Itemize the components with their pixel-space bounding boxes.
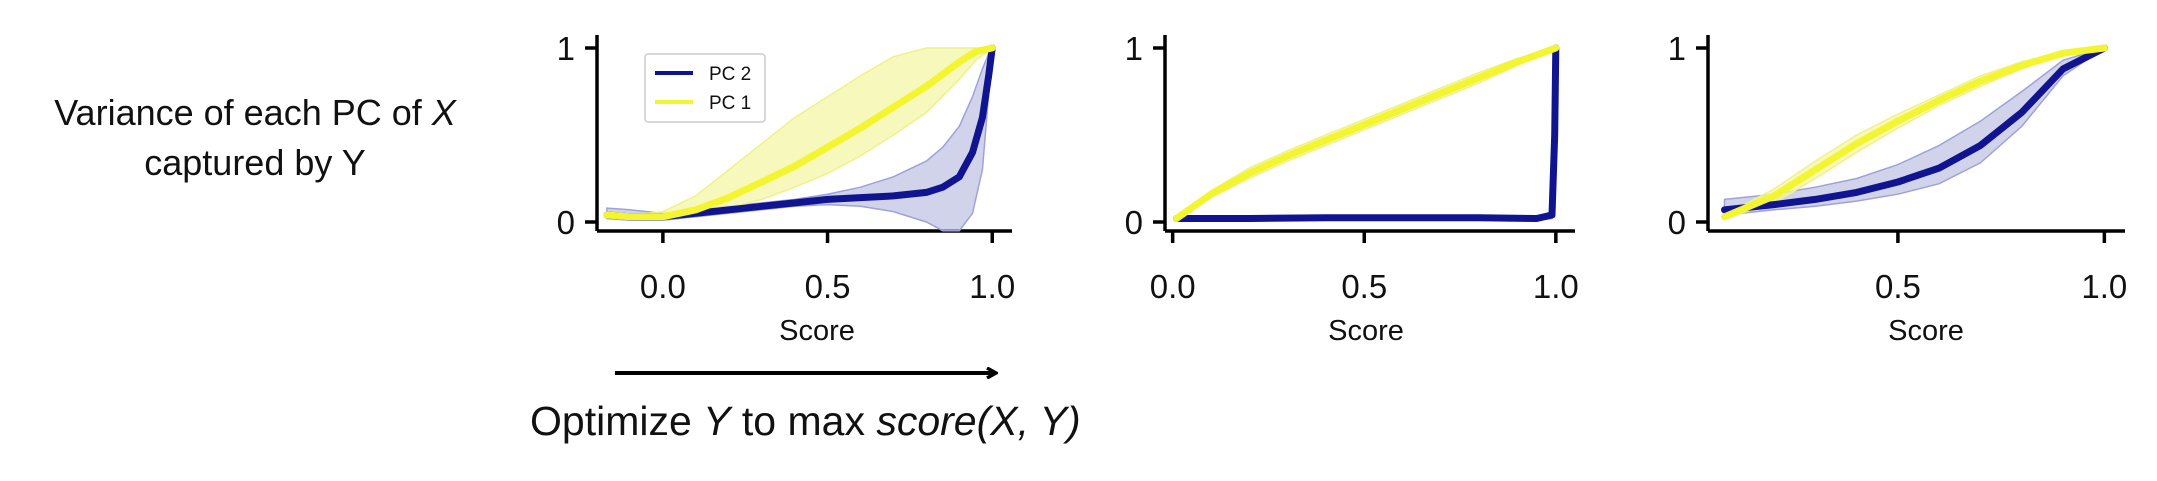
- row-label-line1: Variance of each PC of: [54, 92, 432, 133]
- series-line-pc1: [1173, 44, 1560, 222]
- row-label-x: X: [431, 92, 456, 133]
- confidence-band-pc1: [1175, 47, 1557, 222]
- series-line-pc2: [1173, 44, 1560, 222]
- chart-panel-3: 0 1 0.5 1.0 Score: [1668, 30, 2128, 347]
- x-tick-label: 0.5: [1875, 268, 1921, 305]
- x-axis-label: Score: [779, 315, 855, 347]
- x-tick-label: 1.0: [1533, 268, 1579, 305]
- x-axis-label: Score: [1888, 315, 1964, 347]
- series-line-pc2: [1721, 44, 2108, 214]
- y-tick-label: 0: [557, 204, 575, 241]
- x-tick-label: 1.0: [969, 268, 1015, 305]
- series-line-pc1: [1721, 44, 2108, 221]
- y-tick-label: 1: [1668, 30, 1686, 67]
- x-tick-label: 0.0: [1150, 268, 1196, 305]
- row-label-line2: captured by Y: [144, 142, 366, 183]
- y-tick-label: 1: [1125, 30, 1143, 67]
- y-tick-label: 1: [557, 30, 575, 67]
- x-tick-label: 0.5: [1341, 268, 1387, 305]
- row-label: Variance of each PC of X captured by Y: [20, 88, 490, 188]
- x-tick-label: 0.5: [805, 268, 851, 305]
- chart-legend: PC 2 PC 1: [644, 53, 766, 123]
- arrow-caption: Optimize Y to max score(X, Y): [530, 398, 1250, 445]
- series-line-pc1: [603, 44, 996, 221]
- arrow-caption-p1: Optimize: [530, 398, 704, 444]
- x-tick-label: 0.0: [640, 268, 686, 305]
- arrow-caption-y: Y: [703, 398, 731, 444]
- arrow-caption-score: score(X, Y): [876, 398, 1081, 444]
- chart-panel-2: 0 1 0.0 0.5 1.0 Score: [1125, 30, 1579, 347]
- chart-panel-1: 0 1 0.0 0.5 1.0 Score PC 2 PC 1: [557, 30, 1016, 347]
- x-axis-label: Score: [1328, 315, 1404, 347]
- arrow-caption-p3: to max: [730, 398, 877, 444]
- legend-label-pc1: PC 1: [709, 93, 751, 114]
- y-tick-label: 0: [1668, 204, 1686, 241]
- x-tick-label: 1.0: [2081, 268, 2127, 305]
- legend-label-pc2: PC 2: [709, 64, 751, 85]
- y-tick-label: 0: [1125, 204, 1143, 241]
